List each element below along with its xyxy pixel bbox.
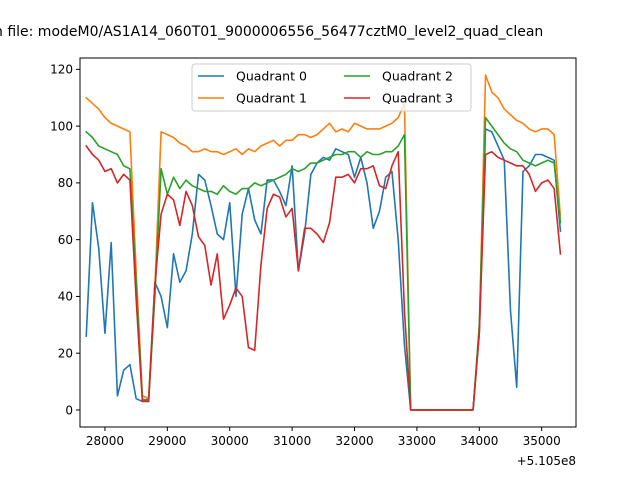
series-layer — [85, 74, 562, 411]
chart-title: n file: modeM0/AS1A14_060T01_9000006556_… — [0, 24, 543, 40]
x-tick-label: 30000 — [211, 434, 249, 448]
x-tick-label: 32000 — [335, 434, 373, 448]
x-tick-label: 31000 — [273, 434, 311, 448]
series-line-quadrant-3 — [85, 144, 562, 411]
plot-area — [79, 57, 577, 428]
x-tick-label: 33000 — [398, 434, 436, 448]
legend-label-quadrant-2: Quadrant 2 — [382, 69, 453, 84]
axes-frame — [79, 57, 577, 428]
x-axis: 28000 29000 30000 31000 32000 33000 34000 35000 — [86, 427, 561, 448]
legend-label-quadrant-3: Quadrant 3 — [382, 91, 453, 106]
y-tick-label: 80 — [58, 176, 73, 190]
y-tick-label: 20 — [58, 347, 73, 361]
x-tick-label: 34000 — [460, 434, 498, 448]
legend: Quadrant 0 Quadrant 1 Quadrant 2 Quadrant 3 — [191, 63, 472, 112]
x-tick-label: 28000 — [86, 434, 124, 448]
y-tick-label: 120 — [50, 63, 73, 77]
y-tick-label: 60 — [58, 233, 73, 247]
x-tick-label: 35000 — [523, 434, 561, 448]
legend-frame — [191, 63, 472, 112]
y-axis: 0 20 40 60 80 100 120 — [50, 63, 80, 417]
y-tick-label: 0 — [65, 403, 73, 417]
x-axis-offset-label: +5.105e8 — [517, 454, 576, 468]
y-tick-label: 40 — [58, 290, 73, 304]
legend-label-quadrant-0: Quadrant 0 — [236, 69, 307, 84]
x-tick-label: 29000 — [148, 434, 186, 448]
legend-label-quadrant-1: Quadrant 1 — [236, 91, 307, 106]
y-tick-label: 100 — [50, 119, 73, 133]
